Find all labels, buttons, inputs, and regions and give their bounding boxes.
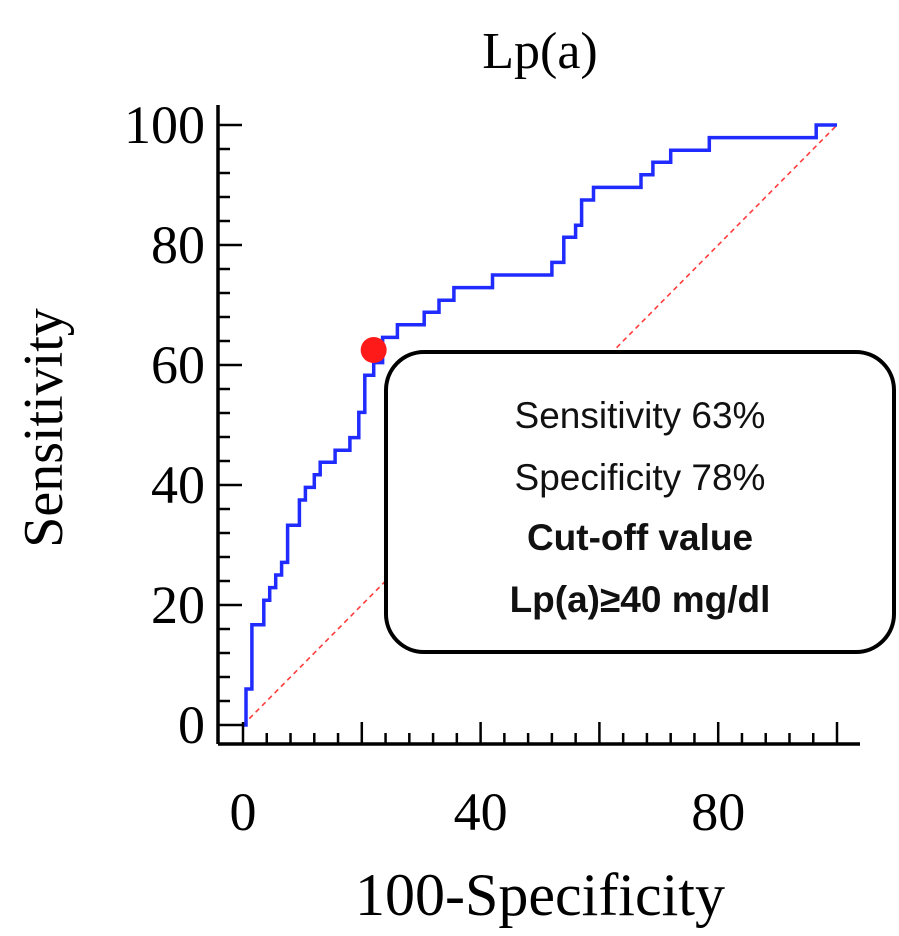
annotation-line-sensitivity: Sensitivity 63% [515,395,766,436]
roc-curve-line [243,123,837,727]
annotation-cutoff-title: Cut-off value [527,517,753,558]
annotation-cutoff-value: Lp(a)≥40 mg/dl [510,579,771,620]
y-tick-label: 20 [151,575,205,635]
annotation-box: Sensitivity 63% Specificity 78% Cut-off … [384,350,896,654]
tick-marks [218,123,839,744]
y-tick-label: 80 [151,215,205,275]
y-tick-label: 0 [178,695,205,755]
x-tick-label: 0 [230,782,257,842]
x-tick-label: 40 [454,782,508,842]
y-tick-label: 60 [151,335,205,395]
x-tick-label: 80 [691,782,745,842]
axes [216,105,860,746]
annotation-line-specificity: Specificity 78% [515,457,766,498]
cutoff-point-marker [360,337,387,363]
reference-diagonal-line [242,124,838,726]
chart-title: Lp(a) [482,23,597,80]
x-axis-label: 100-Specificity [355,862,725,928]
y-tick-label: 40 [151,455,205,515]
y-axis-label: Sensitivity [13,308,75,548]
tick-labels: 0 20 40 60 80 100 0 40 80 [124,95,745,842]
y-tick-label: 100 [124,95,205,155]
plot-area [242,123,838,727]
